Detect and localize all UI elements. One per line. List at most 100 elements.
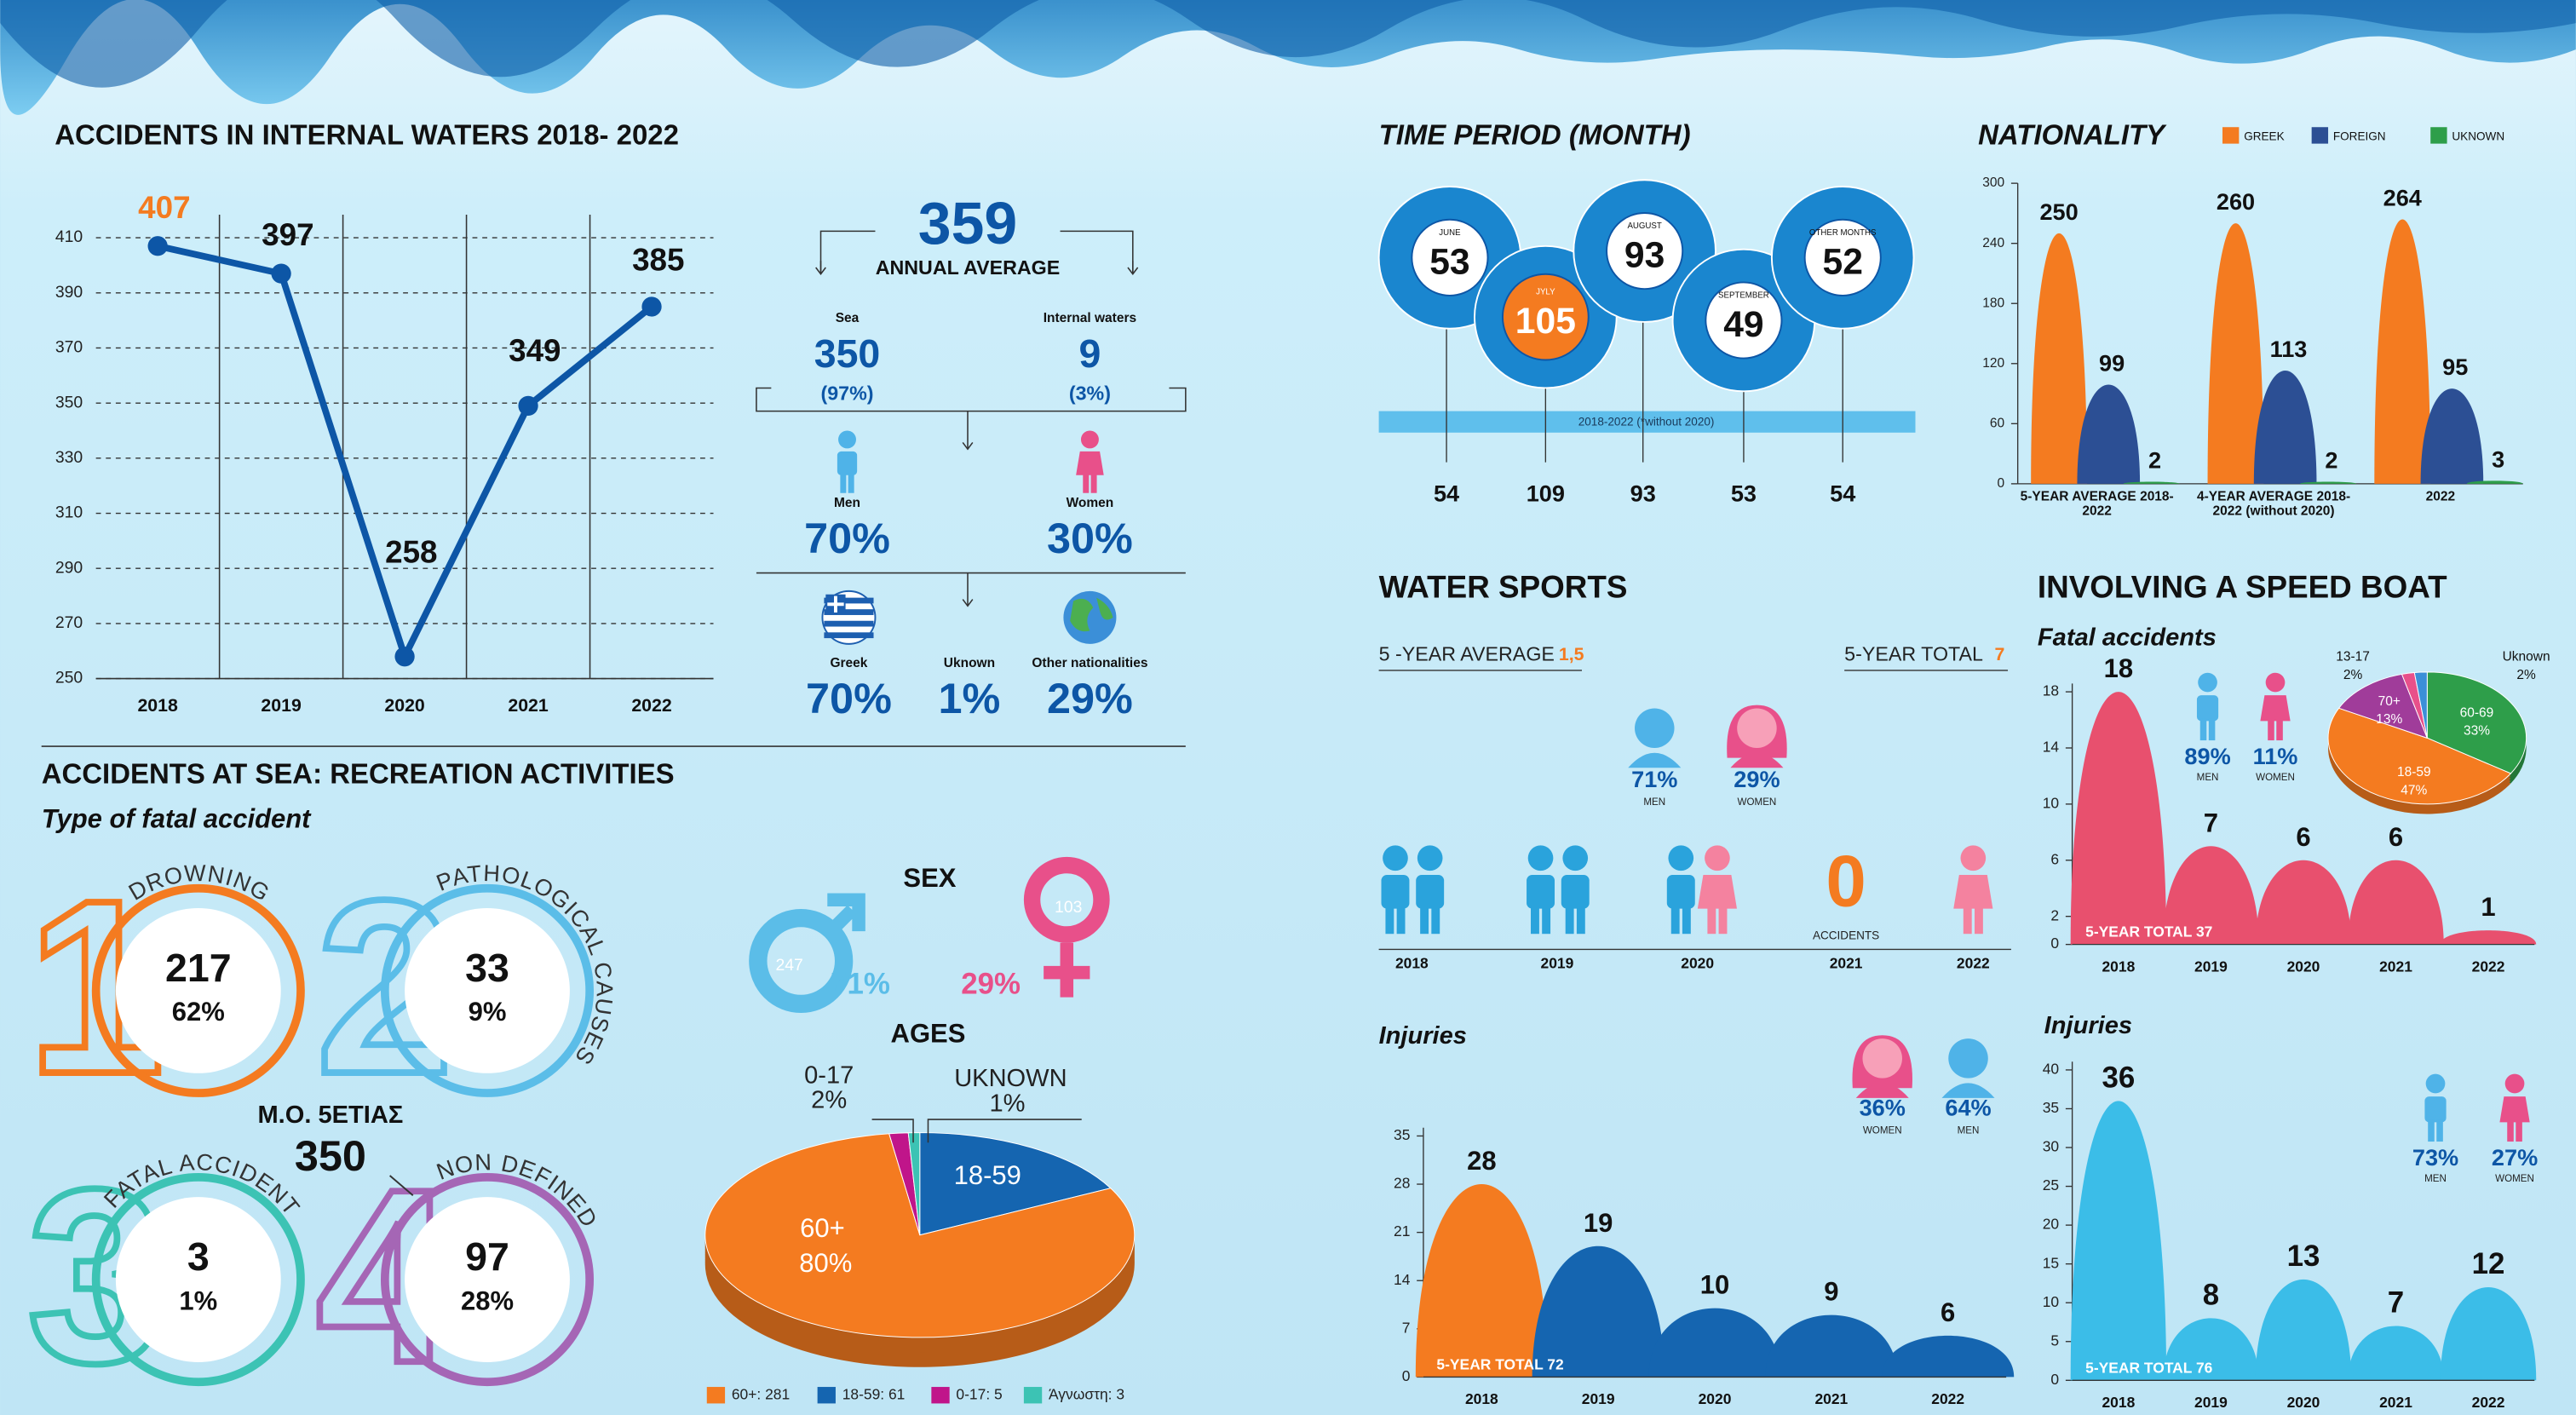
- type-value: 3: [187, 1234, 210, 1279]
- water-wave: [0, 0, 2576, 115]
- hump-bar: [2163, 1318, 2259, 1381]
- year-label: 2019: [1541, 954, 1574, 971]
- stat-label: 5-YEAR TOTAL: [1844, 643, 1983, 665]
- y-tick-label: 40: [2043, 1061, 2060, 1078]
- bracket: [756, 387, 1187, 412]
- y-tick-label: 35: [1394, 1126, 1410, 1143]
- connector: [389, 1175, 414, 1196]
- arrow-head: [815, 267, 826, 276]
- person-icon: [2425, 1073, 2446, 1094]
- pie-label: 13-17: [2336, 649, 2370, 664]
- x-tick-label: 2019: [261, 695, 302, 716]
- head-icon: [1635, 708, 1675, 748]
- flag-icon: [824, 609, 874, 615]
- arrow-head: [962, 441, 974, 451]
- globe-icon: [1070, 597, 1113, 632]
- y-tick-label: 14: [2043, 739, 2060, 756]
- hump-bar: [1532, 1245, 1665, 1378]
- average-label: M.O. 5ΕΤΙΑΣ: [257, 1102, 403, 1129]
- pie-label: 2%: [2516, 668, 2536, 682]
- value-label: 18: [2104, 653, 2133, 683]
- person-icon: [2265, 672, 2286, 693]
- value-label: 407: [138, 190, 190, 225]
- hump-bar: [2374, 219, 2431, 484]
- month-value: 53: [1429, 241, 1469, 282]
- x-tick-label: 2018: [2102, 1394, 2135, 1411]
- pie-label: 18-59: [2397, 765, 2431, 779]
- hump-bar: [2031, 233, 2088, 484]
- value-label: 349: [509, 333, 561, 368]
- value-label: 9: [1824, 1277, 1838, 1307]
- month-total: 54: [1434, 480, 1459, 507]
- hump-bar: [1648, 1308, 1781, 1378]
- x-tick-label: 2021: [2379, 1394, 2412, 1411]
- month-total: 54: [1830, 480, 1855, 507]
- person-icon: [1420, 906, 1429, 935]
- head-icon: [1941, 1083, 1995, 1098]
- type-disc: [405, 907, 570, 1073]
- y-tick-label: 14: [1394, 1271, 1411, 1288]
- x-tick-label: 2019: [1582, 1390, 1615, 1407]
- section-label: AGES: [891, 1018, 966, 1048]
- y-tick-label: 2: [2050, 906, 2059, 923]
- x-tick-label: 2019: [2194, 1394, 2228, 1411]
- y-tick-label: 300: [1982, 175, 2004, 190]
- x-tick-label: 2020: [2287, 958, 2320, 975]
- person-icon: [2199, 718, 2207, 741]
- section-subtitle: Injuries: [1379, 1022, 1467, 1050]
- month-value: 93: [1624, 235, 1665, 276]
- legend-label: UKNOWN: [2452, 129, 2504, 142]
- section-title: WATER SPORTS: [1379, 570, 1628, 605]
- value-label: 6: [1941, 1297, 1955, 1327]
- type-disc: [405, 1197, 570, 1362]
- type-pct: 62%: [172, 997, 225, 1027]
- hump-bar: [2253, 371, 2317, 484]
- hump-bar: [2255, 860, 2352, 945]
- male-symbol: [749, 908, 854, 1014]
- stat-value: 70%: [804, 514, 890, 562]
- pie-slice: [704, 1133, 1136, 1338]
- y-tick-label: 270: [55, 613, 83, 632]
- legend-label: 0-17: 5: [956, 1385, 1002, 1402]
- section-subtitle: Type of fatal accident: [42, 803, 312, 833]
- flag-icon: [824, 597, 874, 604]
- period-bar: [1378, 411, 1916, 433]
- value-label: 250: [2039, 198, 2078, 225]
- person-icon: [1682, 906, 1691, 935]
- type-ring: [91, 883, 305, 1097]
- pct: 36%: [1860, 1095, 1906, 1121]
- person-icon: [1531, 906, 1539, 935]
- hump-bar: [2163, 846, 2259, 945]
- female-symbol: [1023, 856, 1110, 943]
- pct-label: MEN: [2197, 772, 2219, 783]
- value-label: 2: [2325, 446, 2337, 473]
- person-icon: [1083, 473, 1090, 493]
- legend-swatch: [2311, 127, 2329, 144]
- hump-bar: [1765, 1314, 1898, 1378]
- value-label: 12: [2472, 1247, 2505, 1280]
- pie-label: 70+: [2378, 694, 2401, 709]
- pct-label: MEN: [1643, 797, 1665, 808]
- pct: 71%: [1631, 766, 1677, 792]
- value-label: 7: [2388, 1286, 2404, 1320]
- pie-label: 47%: [2401, 783, 2427, 797]
- person-icon: [2198, 672, 2217, 693]
- stat-label: 5 -YEAR AVERAGE: [1379, 643, 1555, 665]
- person-icon: [1527, 845, 1554, 871]
- pct: 89%: [2184, 743, 2230, 769]
- head-icon: [1628, 752, 1682, 768]
- y-tick-label: 0: [2050, 935, 2059, 952]
- stat-label: ANNUAL AVERAGE: [876, 256, 1061, 279]
- value-label: 260: [2217, 188, 2255, 215]
- pct-label: WOMEN: [1738, 797, 1777, 808]
- zero-label: ACCIDENTS: [1813, 929, 1879, 942]
- hump-bar: [2077, 384, 2141, 484]
- male-symbol: [825, 893, 865, 936]
- x-tick-label-box: 2022: [2426, 491, 2455, 503]
- person-icon: [1668, 845, 1694, 871]
- period-label: 2018-2022 (*without 2020): [1578, 416, 1715, 429]
- month-total: 109: [1527, 480, 1565, 507]
- pie-label: 80%: [799, 1248, 852, 1278]
- hump-bar: [2255, 1279, 2352, 1381]
- y-tick-label: 390: [55, 283, 83, 302]
